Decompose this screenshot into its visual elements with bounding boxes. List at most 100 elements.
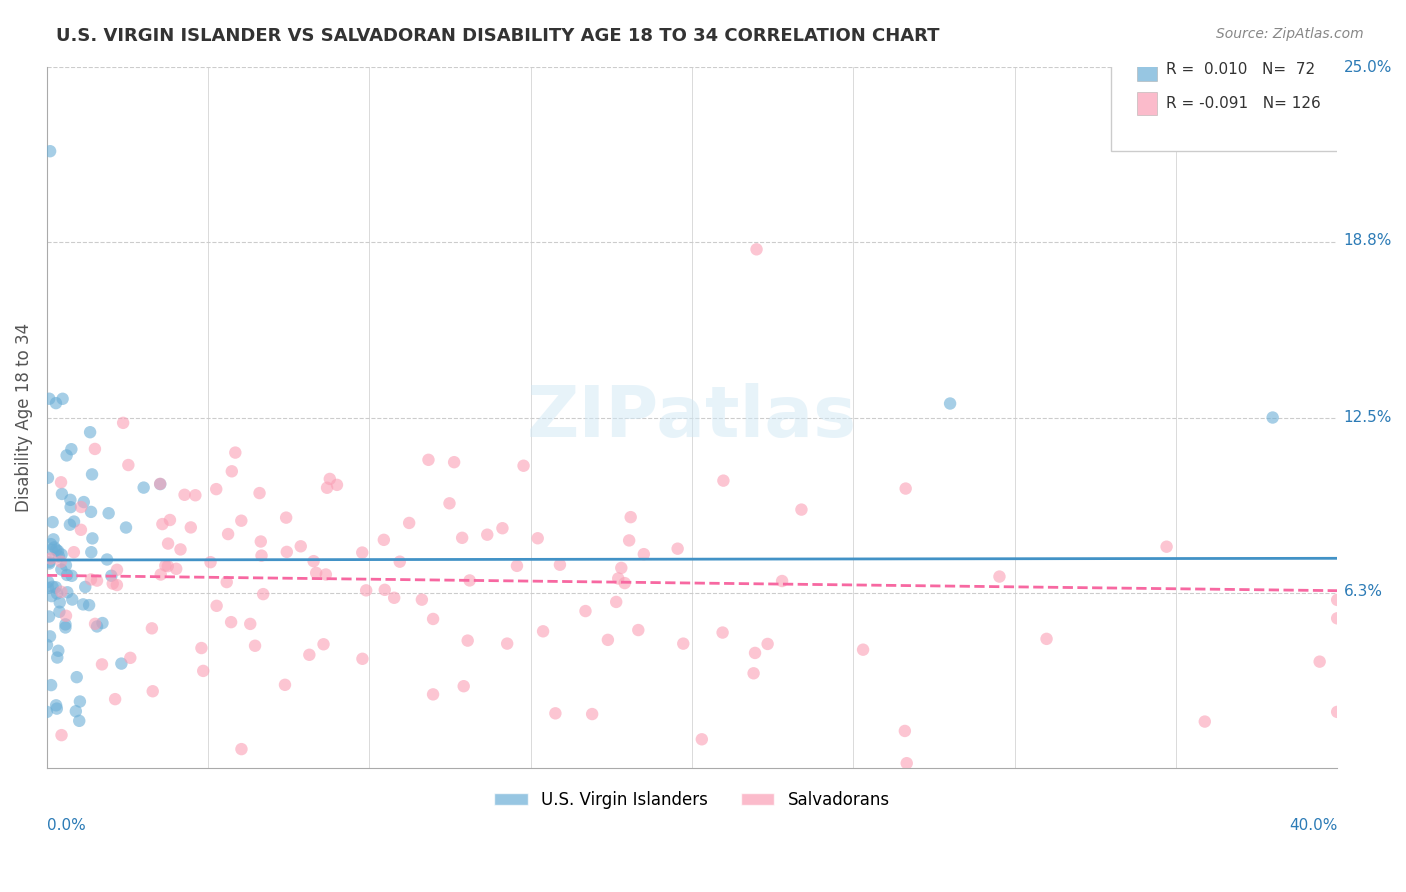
Point [56, 585, 79, 599]
Point [37, 574, 59, 589]
Point [104, 692, 127, 706]
Point [1326, 593, 1348, 607]
Text: 0.0%: 0.0% [46, 818, 86, 833]
Point [491, 521, 513, 535]
Point [41, 542, 63, 557]
Point [65, 704, 87, 718]
Point [894, 482, 917, 496]
Point [305, 566, 328, 580]
Point [526, 531, 548, 545]
Point [39, 537, 62, 551]
Point [45, 701, 67, 715]
Point [80, 545, 103, 559]
Point [531, 624, 554, 639]
Point [477, 527, 499, 541]
Point [75, 580, 97, 594]
Text: 6.3%: 6.3% [1344, 584, 1382, 599]
Point [894, 723, 917, 738]
Point [49, 555, 72, 569]
Point [84, 616, 107, 631]
Point [41, 589, 63, 603]
Point [60, 592, 83, 607]
Point [388, 555, 411, 569]
FancyBboxPatch shape [1137, 59, 1157, 81]
Point [744, 646, 766, 660]
Point [46, 544, 69, 558]
Point [1326, 611, 1348, 625]
Point [141, 621, 163, 635]
Point [45, 580, 67, 594]
Point [73, 495, 96, 509]
Point [150, 517, 173, 532]
Point [51, 728, 73, 742]
Point [302, 554, 325, 568]
Point [250, 549, 273, 563]
Point [605, 595, 627, 609]
Point [672, 637, 695, 651]
Point [70, 523, 93, 537]
Point [451, 531, 474, 545]
Point [100, 568, 122, 582]
Point [1309, 655, 1331, 669]
Point [105, 563, 128, 577]
Point [86, 619, 108, 633]
Text: Source: ZipAtlas.com: Source: ZipAtlas.com [1216, 27, 1364, 41]
Point [41, 515, 63, 529]
Point [1156, 540, 1178, 554]
Point [156, 559, 179, 574]
Point [398, 516, 420, 530]
Legend: U.S. Virgin Islanders, Salvadorans: U.S. Virgin Islanders, Salvadorans [488, 784, 897, 815]
Point [97, 506, 120, 520]
Point [45, 542, 67, 557]
Point [607, 571, 630, 585]
Point [249, 486, 271, 500]
Point [326, 478, 349, 492]
Point [55, 608, 77, 623]
Point [217, 527, 239, 541]
Point [180, 520, 202, 534]
Point [79, 425, 101, 440]
Point [193, 664, 215, 678]
Point [354, 583, 377, 598]
FancyBboxPatch shape [1111, 39, 1385, 152]
Point [790, 502, 813, 516]
Point [219, 615, 242, 629]
Point [41, 580, 63, 594]
Point [613, 576, 636, 591]
Point [112, 416, 135, 430]
Point [169, 542, 191, 557]
Point [82, 532, 104, 546]
Point [457, 633, 479, 648]
Point [190, 641, 212, 656]
Point [352, 652, 374, 666]
Point [45, 396, 67, 410]
Point [38, 609, 60, 624]
Point [80, 467, 103, 482]
Point [1194, 714, 1216, 729]
Point [173, 488, 195, 502]
Point [149, 476, 172, 491]
Point [105, 578, 128, 592]
Point [713, 474, 735, 488]
Point [63, 515, 86, 529]
Point [200, 555, 222, 569]
Point [39, 629, 62, 643]
Point [276, 510, 298, 524]
Point [373, 533, 395, 547]
Point [67, 714, 90, 728]
Point [352, 545, 374, 559]
Point [52, 392, 75, 406]
Text: 40.0%: 40.0% [1289, 818, 1337, 833]
Point [422, 687, 444, 701]
Point [39, 551, 62, 566]
Point [80, 505, 103, 519]
Point [59, 492, 82, 507]
Point [496, 637, 519, 651]
Point [80, 573, 103, 587]
Point [55, 617, 77, 632]
Point [70, 500, 93, 514]
Point [1035, 632, 1057, 646]
Point [617, 533, 640, 548]
Point [252, 587, 274, 601]
Point [55, 558, 77, 573]
